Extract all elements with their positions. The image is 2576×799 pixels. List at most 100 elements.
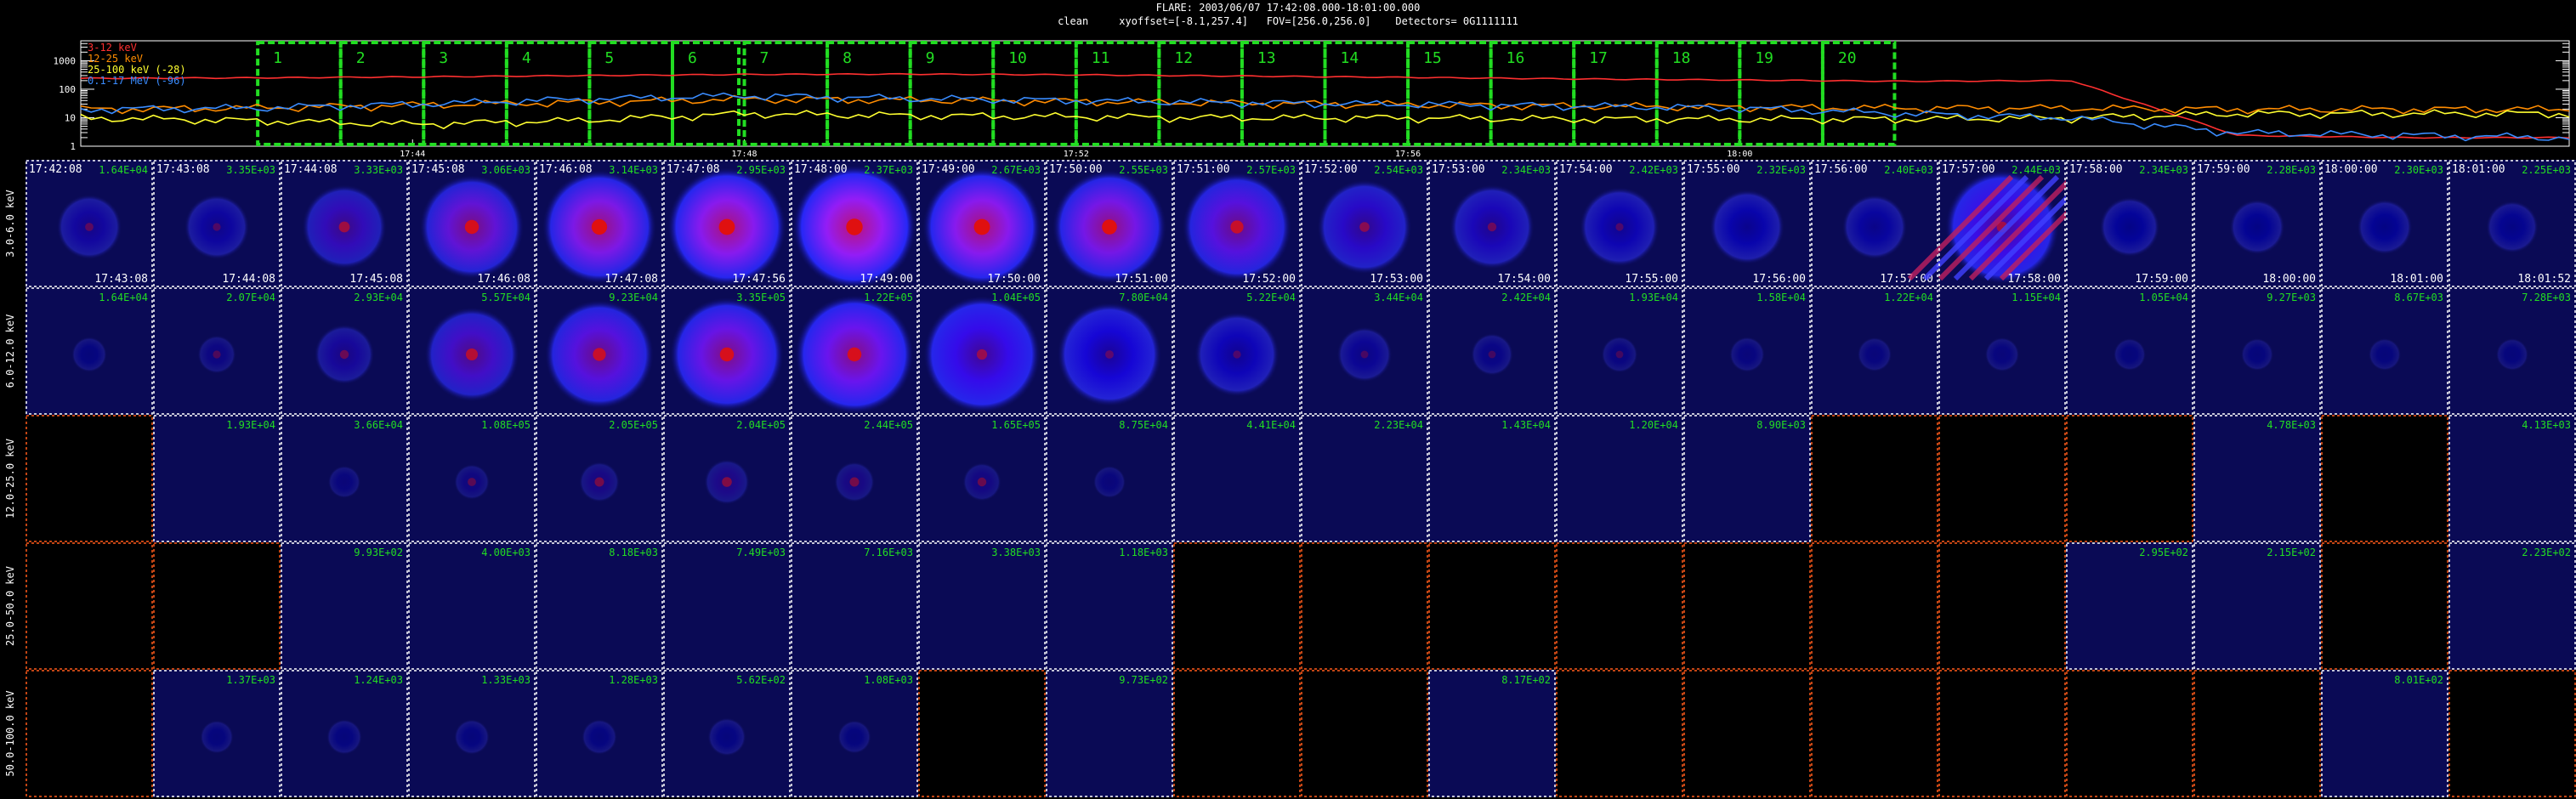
end-time: 17:47:56 (732, 273, 786, 286)
source-blob (579, 462, 620, 502)
peak-value: 2.95E+02 (2139, 547, 2188, 558)
panel-frame (791, 287, 918, 415)
panel-frame (408, 415, 536, 542)
source-blob (2229, 199, 2285, 255)
source-blob (1471, 333, 1513, 376)
panel-frame (408, 160, 536, 287)
panel-frame (153, 160, 281, 287)
panel-frame (2448, 160, 2576, 287)
end-time: 18:00:00 (2262, 273, 2316, 286)
peak-value: 3.33E+03 (354, 164, 403, 176)
source-blob (837, 720, 871, 754)
source-core (1102, 219, 1117, 235)
interval-label: 11 (1092, 49, 1110, 67)
end-time: 18:01:00 (2390, 273, 2443, 286)
panel-frame (1556, 670, 1683, 797)
panel-frame (918, 670, 1046, 797)
panel-frame (1428, 542, 1556, 670)
source-core (719, 347, 735, 362)
panel-frame (536, 542, 663, 670)
panel-frame (536, 415, 663, 542)
interval-label: 12 (1174, 49, 1193, 67)
source-blob (2357, 199, 2413, 255)
source-core (1105, 350, 1114, 359)
source-blob (1194, 312, 1279, 397)
start-time: 17:48:00 (794, 163, 848, 176)
image-panel (1173, 415, 1301, 542)
source-core (1615, 223, 1624, 231)
source-core (977, 477, 987, 487)
end-time: 17:59:00 (2135, 273, 2188, 286)
panel-frame (1173, 415, 1301, 542)
panel-frame (1046, 415, 1173, 542)
start-time: 17:45:08 (411, 163, 465, 176)
interval-label: 10 (1008, 49, 1027, 67)
source-core (213, 223, 221, 231)
panel-frame (408, 287, 536, 415)
image-panel (1428, 670, 1556, 797)
interval-label: 18 (1672, 49, 1691, 67)
peak-value: 2.30E+03 (2394, 164, 2443, 176)
peak-value: 2.55E+03 (1119, 164, 1168, 176)
panel-frame (1173, 287, 1301, 415)
panel-frame (536, 670, 663, 797)
image-panel (2321, 415, 2448, 542)
source-blob (2113, 337, 2147, 371)
image-panel (1046, 542, 1173, 670)
image-panel (663, 542, 791, 670)
panel-frame (2193, 670, 2321, 797)
panel-frame (1683, 415, 1811, 542)
source-core (847, 347, 862, 362)
panel-frame (791, 542, 918, 670)
panel-frame (2066, 415, 2193, 542)
image-panel (1683, 670, 1811, 797)
interval-label: 17 (1589, 49, 1608, 67)
source-core (976, 348, 988, 360)
start-time: 17:51:00 (1177, 163, 1230, 176)
source-blob (184, 194, 250, 260)
source-blob (326, 719, 362, 755)
peak-value: 2.34E+03 (1501, 164, 1551, 176)
source-core (85, 223, 94, 231)
image-panel (2066, 542, 2193, 670)
image-panel (1046, 670, 1173, 797)
source-core (1615, 350, 1624, 359)
start-time: 17:59:00 (2197, 163, 2250, 176)
interval-label: 19 (1755, 49, 1773, 67)
end-time: 17:49:00 (860, 273, 913, 286)
end-time: 17:47:08 (604, 273, 658, 286)
image-panel (1811, 542, 1938, 670)
panel-frame (281, 542, 408, 670)
source-core (593, 348, 606, 361)
peak-value: 9.27E+03 (2267, 292, 2316, 303)
panel-frame (2193, 542, 2321, 670)
image-panel (1301, 415, 1428, 542)
source-blob (834, 462, 875, 502)
series-line-0 (80, 72, 2570, 139)
panel-frame (663, 415, 791, 542)
peak-value: 5.57E+04 (481, 292, 531, 303)
peak-value: 2.25E+03 (2522, 164, 2571, 176)
interval-box-20 (1820, 41, 1897, 146)
panel-frame (153, 542, 281, 670)
peak-value: 2.95E+03 (736, 164, 786, 176)
x-tick-label: 17:48 (731, 150, 757, 159)
source-blob (2099, 196, 2160, 258)
series-line-3 (80, 92, 2570, 142)
panel-frame (1046, 542, 1173, 670)
band-label: 25.0-50.0 keV (4, 566, 16, 646)
series-line-1 (80, 94, 2570, 115)
source-core (1487, 222, 1497, 232)
panel-frame (1683, 542, 1811, 670)
source-blob (454, 464, 490, 500)
peak-value: 1.33E+03 (481, 674, 531, 686)
source-core (973, 218, 990, 235)
panel-frame (1556, 415, 1683, 542)
panel-frame (281, 415, 408, 542)
start-time: 18:01:00 (2452, 163, 2505, 176)
panel-frame (791, 670, 918, 797)
image-panel (26, 542, 153, 670)
panel-frame (281, 670, 408, 797)
panel-frame (2321, 415, 2448, 542)
